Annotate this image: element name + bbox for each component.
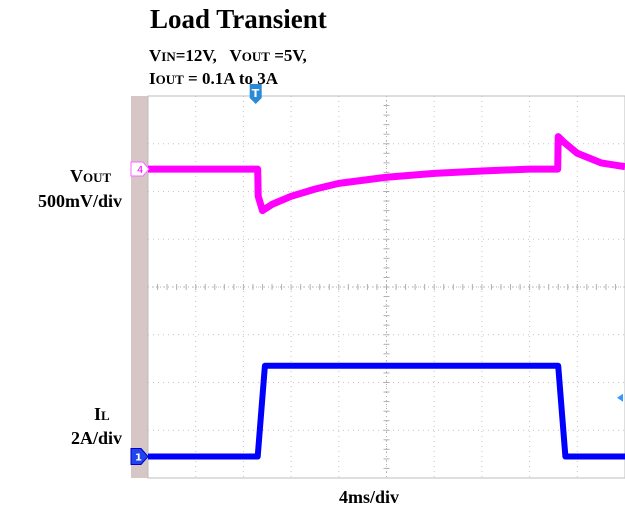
channel-1-marker-label: 1: [135, 453, 142, 464]
channel-1-marker: [130, 448, 149, 466]
vout-cond-value: =5V,: [269, 46, 307, 65]
il-scale-label: 2A/div: [70, 428, 122, 448]
trigger-marker: [249, 84, 262, 104]
vin-value: =12V,: [175, 46, 217, 65]
trigger-level-arrow: [617, 393, 623, 402]
conditions-line-2: IOUT = 0.1A to 3A: [149, 69, 278, 89]
vout-channel-name: VOUT: [70, 166, 112, 186]
plot-markers: 4 1 T: [130, 84, 623, 466]
vout-cond-label: VOUT: [229, 46, 270, 65]
vout-scale-label: 500mV/div: [37, 191, 122, 211]
il-channel-name: IL: [94, 404, 110, 424]
channel-strip: [131, 96, 148, 478]
plot-traces: [148, 133, 625, 460]
trigger-marker-label: T: [252, 87, 260, 100]
channel-4-marker-label: 4: [137, 165, 143, 176]
iout-label: IOUT: [149, 69, 184, 88]
chart-title: Load Transient: [150, 4, 327, 34]
channel-4-marker: [130, 161, 150, 177]
vin-label: VIN: [149, 46, 176, 65]
timebase-label: 4ms/div: [339, 487, 400, 507]
plot-grid: [147, 95, 625, 479]
conditions-line-1: VIN=12V, VOUT =5V,: [149, 46, 307, 66]
plot-border: [147, 95, 625, 479]
trace-il-edge: [148, 364, 625, 458]
trace-vout-edge: [148, 135, 625, 212]
iout-value: = 0.1A to 3A: [183, 69, 279, 88]
